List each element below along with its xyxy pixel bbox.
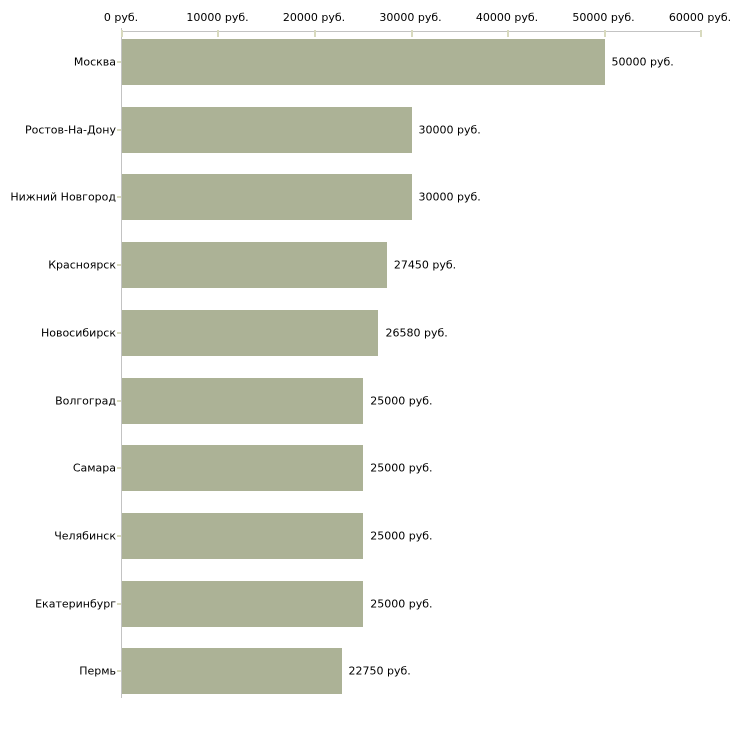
bar [122,648,342,695]
x-axis-tick-label: 30000 руб. [379,11,442,24]
category-label: Пермь [79,664,116,678]
x-axis-tick-label: 10000 руб. [186,11,249,24]
category-tick-mark [117,602,121,605]
bar [122,309,379,356]
x-axis-tick-label: 20000 руб. [282,11,346,24]
bar-row: Пермь 22750 руб. [79,648,701,695]
bar-row: Нижний Новгород 30000 руб. [10,174,701,221]
category-tick-mark [117,534,121,537]
category-tick-mark [117,399,121,402]
x-axis-tick-mark [410,30,413,37]
bar [122,174,412,221]
x-axis-tick-mark [217,30,220,37]
bar [122,445,364,492]
category-label: Ростов-На-Дону [24,123,116,137]
bar [122,512,364,559]
bar-row: Ростов-На-Дону 30000 руб. [25,106,701,153]
category-label: Челябинск [54,529,116,543]
category-label: Красноярск [48,258,116,272]
bar-row: Самара 25000 руб. [73,445,701,492]
value-label: 25000 руб. [370,529,433,543]
category-tick-mark [117,670,121,673]
value-label: 30000 руб. [418,123,481,137]
bar [122,106,412,153]
bar-row: Челябинск 25000 руб. [54,512,701,559]
category-tick-mark [117,196,121,199]
x-axis-tick-labels: 0 руб. 10000 руб. 20000 руб. 30000 руб. 4000… [104,11,730,25]
value-label: 50000 руб. [611,55,674,69]
bar-row: Екатеринбург 25000 руб. [35,580,701,627]
bar-row: Новосибирск 26580 руб. [41,309,701,356]
bar-row: Москва 50000 руб. [74,39,701,85]
category-tick-mark [117,331,121,334]
value-label: 30000 руб. [418,190,481,204]
category-tick-mark [117,264,121,267]
category-tick-mark [117,61,121,63]
bar-row: Волгоград 25000 руб. [55,377,701,424]
bar-row: Красноярск 27450 руб. [48,242,701,289]
x-axis-tick-label: 40000 руб. [475,11,539,24]
x-axis-tick-mark [313,30,316,37]
bar [122,377,364,424]
bar [122,39,605,85]
category-tick-mark [117,128,121,131]
x-axis-tick-mark [603,30,606,37]
value-label: 25000 руб. [370,597,433,611]
plot-area: Москва 50000 руб. Ростов-На-Дону 30000 руб.… [10,28,702,698]
x-axis-tick-mark [506,30,509,37]
x-axis-tick-label: 60000 руб. [668,11,730,24]
value-label: 27450 руб. [393,258,457,272]
value-label: 25000 руб. [370,394,433,407]
category-label: Екатеринбург [35,597,116,611]
category-label: Нижний Новгород [10,190,116,204]
category-label: Москва [73,55,116,69]
x-axis-tick-label: 50000 руб. [572,11,635,24]
value-label: 22750 руб. [348,664,411,678]
value-label: 26580 руб. [385,326,448,340]
x-axis-tick-mark [700,30,702,37]
bar [122,580,364,627]
category-label: Волгоград [55,394,116,407]
category-tick-mark [117,467,121,470]
category-label: Новосибирск [40,326,116,340]
x-axis-tick-mark [121,30,123,37]
x-axis-tick-label: 0 руб. [103,11,139,24]
category-label: Самара [72,461,116,475]
bar [122,242,387,289]
value-label: 25000 руб. [370,461,433,475]
